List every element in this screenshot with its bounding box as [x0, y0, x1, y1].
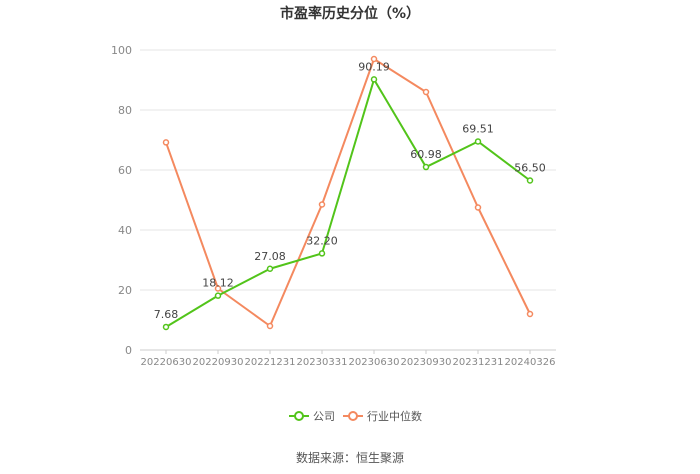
- x-tick-label: 20230331: [297, 357, 348, 368]
- data-point: [526, 310, 534, 318]
- y-tick-label: 0: [125, 344, 132, 357]
- data-point: [214, 292, 222, 299]
- data-label: 90.19: [358, 60, 390, 73]
- legend-swatch-marker: [294, 411, 304, 421]
- data-point: [266, 265, 274, 273]
- legend-item: 公司: [289, 410, 335, 423]
- legend-item: 行业中位数: [343, 409, 422, 423]
- data-point: [422, 88, 430, 96]
- grid-lines: [140, 49, 556, 351]
- data-point: [318, 201, 326, 208]
- data-point: [162, 139, 170, 146]
- data-label: 7.68: [154, 308, 179, 321]
- y-tick-label: 20: [118, 284, 132, 297]
- x-tick-label: 20231231: [453, 357, 504, 368]
- series-line-0: [165, 78, 531, 328]
- data-point: [266, 322, 274, 330]
- x-tick-label: 20220930: [193, 357, 244, 368]
- data-label: 69.51: [462, 122, 494, 135]
- data-point: [474, 204, 482, 211]
- data-point: [474, 138, 482, 145]
- x-tick-label: 20230930: [401, 357, 452, 368]
- data-label: 60.98: [410, 148, 442, 161]
- series-layer: [162, 55, 534, 331]
- source-note: 数据来源：恒生聚源: [296, 450, 404, 465]
- legend-label: 公司: [313, 410, 335, 423]
- legend-swatch-marker: [348, 411, 358, 421]
- data-point: [370, 76, 378, 83]
- data-point: [422, 163, 430, 171]
- x-tick-label: 20220630: [141, 357, 192, 368]
- data-point: [162, 323, 170, 331]
- legend-label: 行业中位数: [367, 409, 422, 423]
- x-tick-label: 20230630: [349, 357, 400, 368]
- series-line-1: [165, 58, 531, 327]
- y-tick-label: 100: [111, 44, 132, 57]
- data-point: [318, 250, 326, 257]
- data-label: 18.12: [202, 277, 234, 290]
- data-label: 32.20: [306, 234, 338, 247]
- data-label: 56.50: [514, 162, 546, 175]
- data-point: [214, 285, 222, 292]
- data-point: [526, 177, 534, 184]
- y-tick-label: 60: [118, 164, 132, 177]
- data-label: 27.08: [254, 250, 286, 263]
- x-tick-label: 20240326: [505, 357, 556, 368]
- data-labels: 7.68 18.12 27.08 32.20 90.19 60.98 69.51 56.50: [154, 60, 546, 321]
- legend: 公司 行业中位数: [289, 409, 422, 423]
- x-tick-label: 20221231: [245, 357, 296, 368]
- chart-title: 市盈率历史分位（%）: [280, 5, 420, 22]
- y-tick-label: 40: [118, 224, 132, 237]
- y-tick-label: 80: [118, 104, 132, 117]
- data-point: [370, 55, 378, 63]
